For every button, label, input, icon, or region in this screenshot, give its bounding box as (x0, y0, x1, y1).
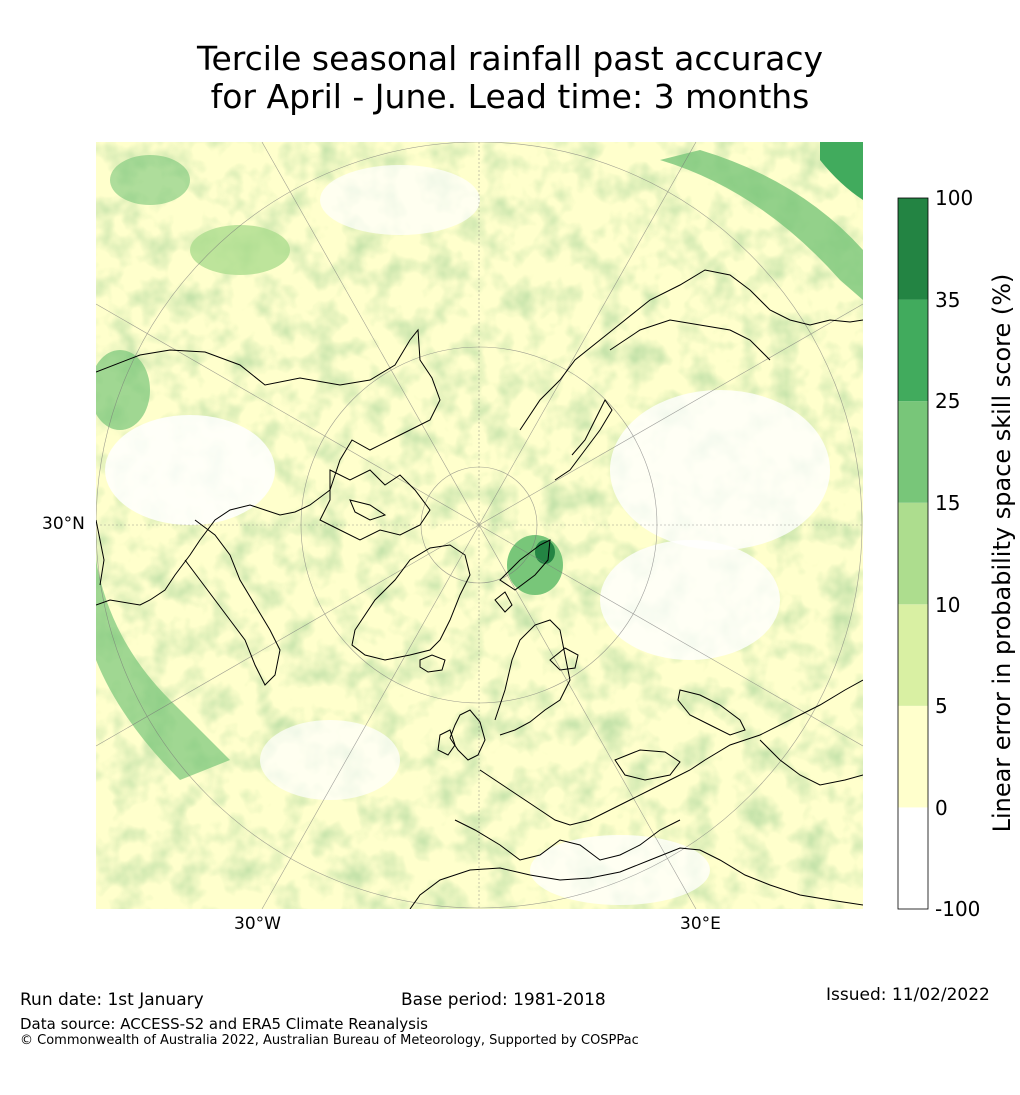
white-sea-coast (549, 647, 579, 671)
high-skill-patch (820, 142, 863, 200)
colorbar-bin (898, 604, 928, 706)
run-date: Run date: 1st January (20, 990, 204, 1010)
low-skill-patch (610, 390, 830, 550)
meridian (478, 142, 697, 526)
meridian (96, 524, 480, 747)
asia-coast-east (759, 739, 863, 786)
colorbar-title: Linear error in probability space skill … (988, 273, 1016, 833)
high-skill-patch (96, 350, 150, 430)
north-america-coast (96, 328, 441, 606)
colorbar-frame (897, 197, 929, 910)
copyright: © Commonwealth of Australia 2022, Austra… (20, 1033, 639, 1048)
caspian-coast (677, 689, 746, 736)
colorbar-tick: 100 (935, 186, 974, 210)
low-skill-patch (600, 540, 780, 660)
siberia-coast (519, 269, 863, 431)
coastlines (96, 269, 863, 909)
meridian (478, 524, 863, 747)
meridian (478, 524, 697, 909)
colorbar-tick: -100 (935, 897, 981, 921)
colorbar-tick: 15 (935, 491, 961, 515)
lon-label-30w: 30°W (234, 914, 281, 934)
issued-date: Issued: 11/02/2022 (826, 985, 990, 1005)
hudson-bay-coast (184, 519, 281, 686)
high-skill-patch (96, 560, 230, 780)
meridian (96, 303, 480, 526)
meridian (261, 142, 480, 526)
chart-title: Tercile seasonal rainfall past accuracy … (0, 40, 1020, 116)
greenland-coast (351, 544, 471, 661)
graticule (96, 142, 863, 909)
colorbar-bin (898, 705, 928, 808)
high-skill-patch (660, 150, 863, 300)
colorbar (897, 197, 929, 910)
mediterranean-coast (454, 819, 681, 861)
black-sea-coast (614, 749, 681, 781)
iceland-coast (419, 654, 446, 673)
meridian (478, 303, 863, 526)
high-skill-patch (190, 225, 290, 275)
taymyr-coast (554, 399, 613, 481)
novaya-zemlya-coast (499, 539, 551, 591)
low-skill-patch (320, 165, 480, 235)
arctic-archipelago (319, 469, 431, 541)
title-line-1: Tercile seasonal rainfall past accuracy (196, 39, 824, 78)
colorbar-tick: 0 (935, 796, 948, 820)
svalbard-coast (494, 591, 513, 613)
colorbar-tick: 35 (935, 288, 961, 312)
colorbar-bin (898, 299, 928, 402)
title-line-2: for April - June. Lead time: 3 months (210, 77, 810, 116)
colorbar-tick: 5 (935, 694, 948, 718)
ireland-coast (437, 729, 456, 756)
uk-coast (449, 709, 486, 761)
meridian (261, 524, 480, 909)
low-skill-patch (105, 415, 275, 525)
far-east-coast (609, 319, 771, 361)
lat-label-30n: 30°N (42, 514, 85, 534)
colorbar-bin (898, 807, 928, 909)
base-period: Base period: 1981-2018 (401, 990, 606, 1010)
colorbar-bin (898, 502, 928, 605)
scandinavia-coast (494, 619, 571, 736)
colorbar-bin (898, 401, 928, 503)
colorbar-tick: 10 (935, 593, 961, 617)
low-skill-patch (530, 835, 710, 905)
high-skill-patch (110, 155, 190, 205)
data-source: Data source: ACCESS-S2 and ERA5 Climate … (20, 1015, 428, 1033)
lon-label-30e: 30°E (680, 914, 721, 934)
low-skill-patch (260, 720, 400, 800)
colorbar-tick: 25 (935, 389, 961, 413)
europe-coast (479, 679, 863, 826)
alaska-coast (96, 519, 105, 586)
arctic-island (349, 499, 387, 521)
colorbar-bin (898, 198, 928, 300)
skill-field (96, 142, 863, 909)
high-skill-patch (535, 540, 555, 564)
africa-coast (409, 847, 863, 909)
